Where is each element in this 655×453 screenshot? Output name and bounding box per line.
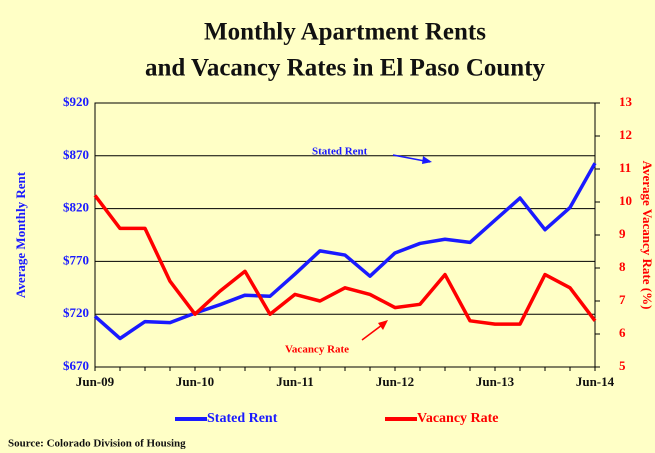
x-tick-label: Jun-14 — [576, 374, 615, 389]
x-tick-label: Jun-12 — [376, 374, 414, 389]
x-tick-label: Jun-10 — [176, 374, 214, 389]
y-tick-label: $770 — [63, 252, 89, 267]
y2-axis-label: Average Vacancy Rate (%) — [640, 161, 655, 310]
y-tick-label: $870 — [63, 147, 89, 162]
x-tick-label: Jun-13 — [476, 374, 515, 389]
y2-tick-label: 7 — [619, 292, 626, 307]
y2-tick-label: 11 — [619, 160, 631, 175]
annotation-arrowhead — [378, 320, 388, 330]
y-axis-label: Average Monthly Rent — [13, 171, 28, 298]
series-line — [93, 194, 597, 326]
x-tick-label: Jun-11 — [276, 374, 314, 389]
legend-label: Vacancy Rate — [417, 411, 499, 426]
y2-tick-label: 13 — [619, 94, 633, 109]
series-line — [93, 162, 597, 341]
y2-tick-label: 6 — [619, 325, 626, 340]
annotation: Stated Rent — [312, 146, 368, 158]
y2-tick-label: 5 — [619, 358, 626, 373]
y2-tick-label: 10 — [619, 193, 632, 208]
x-tick-label: Jun-09 — [76, 374, 115, 389]
y-tick-label: $720 — [63, 305, 89, 320]
annotation: Vacancy Rate — [285, 344, 349, 356]
y-tick-label: $820 — [63, 200, 89, 215]
y2-tick-label: 9 — [619, 226, 626, 241]
chart-title: Monthly Apartment Rents — [204, 19, 486, 46]
y2-tick-label: 8 — [619, 259, 626, 274]
legend-label: Stated Rent — [207, 411, 278, 426]
y-tick-label: $920 — [63, 94, 89, 109]
annotation-arrowhead — [422, 156, 432, 164]
chart-subtitle: and Vacancy Rates in El Paso County — [145, 55, 546, 82]
y2-tick-label: 12 — [619, 127, 632, 142]
y-tick-label: $670 — [63, 358, 89, 373]
source: Source: Colorado Division of Housing — [8, 438, 186, 450]
